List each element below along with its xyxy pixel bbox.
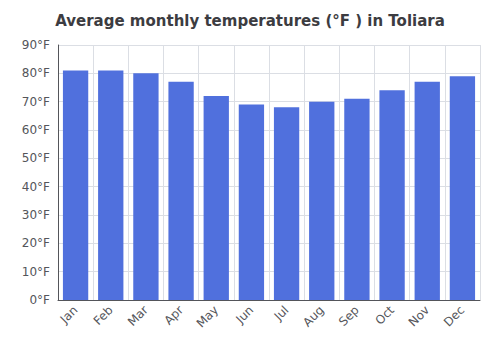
svg-text:90°F: 90°F	[22, 38, 50, 52]
svg-text:Jan: Jan	[57, 303, 81, 327]
svg-text:60°F: 60°F	[22, 123, 50, 137]
svg-text:Feb: Feb	[91, 303, 116, 328]
svg-text:50°F: 50°F	[22, 151, 50, 165]
svg-text:20°F: 20°F	[22, 236, 50, 250]
svg-text:Apr: Apr	[161, 303, 186, 328]
svg-text:10°F: 10°F	[22, 265, 50, 279]
svg-text:40°F: 40°F	[22, 180, 50, 194]
svg-text:0°F: 0°F	[29, 293, 50, 307]
svg-text:Sep: Sep	[336, 303, 362, 329]
svg-text:Dec: Dec	[441, 303, 467, 329]
svg-text:Average monthly temperatures (: Average monthly temperatures (°F ) in To…	[55, 12, 445, 30]
svg-text:70°F: 70°F	[22, 95, 50, 109]
svg-text:Jun: Jun	[233, 303, 257, 327]
svg-text:Oct: Oct	[372, 303, 397, 328]
svg-text:Nov: Nov	[406, 303, 432, 329]
svg-text:Jul: Jul	[271, 303, 292, 324]
svg-text:80°F: 80°F	[22, 66, 50, 80]
svg-text:Aug: Aug	[300, 303, 326, 329]
svg-text:30°F: 30°F	[22, 208, 50, 222]
svg-text:May: May	[194, 303, 221, 330]
svg-text:Mar: Mar	[125, 303, 151, 329]
